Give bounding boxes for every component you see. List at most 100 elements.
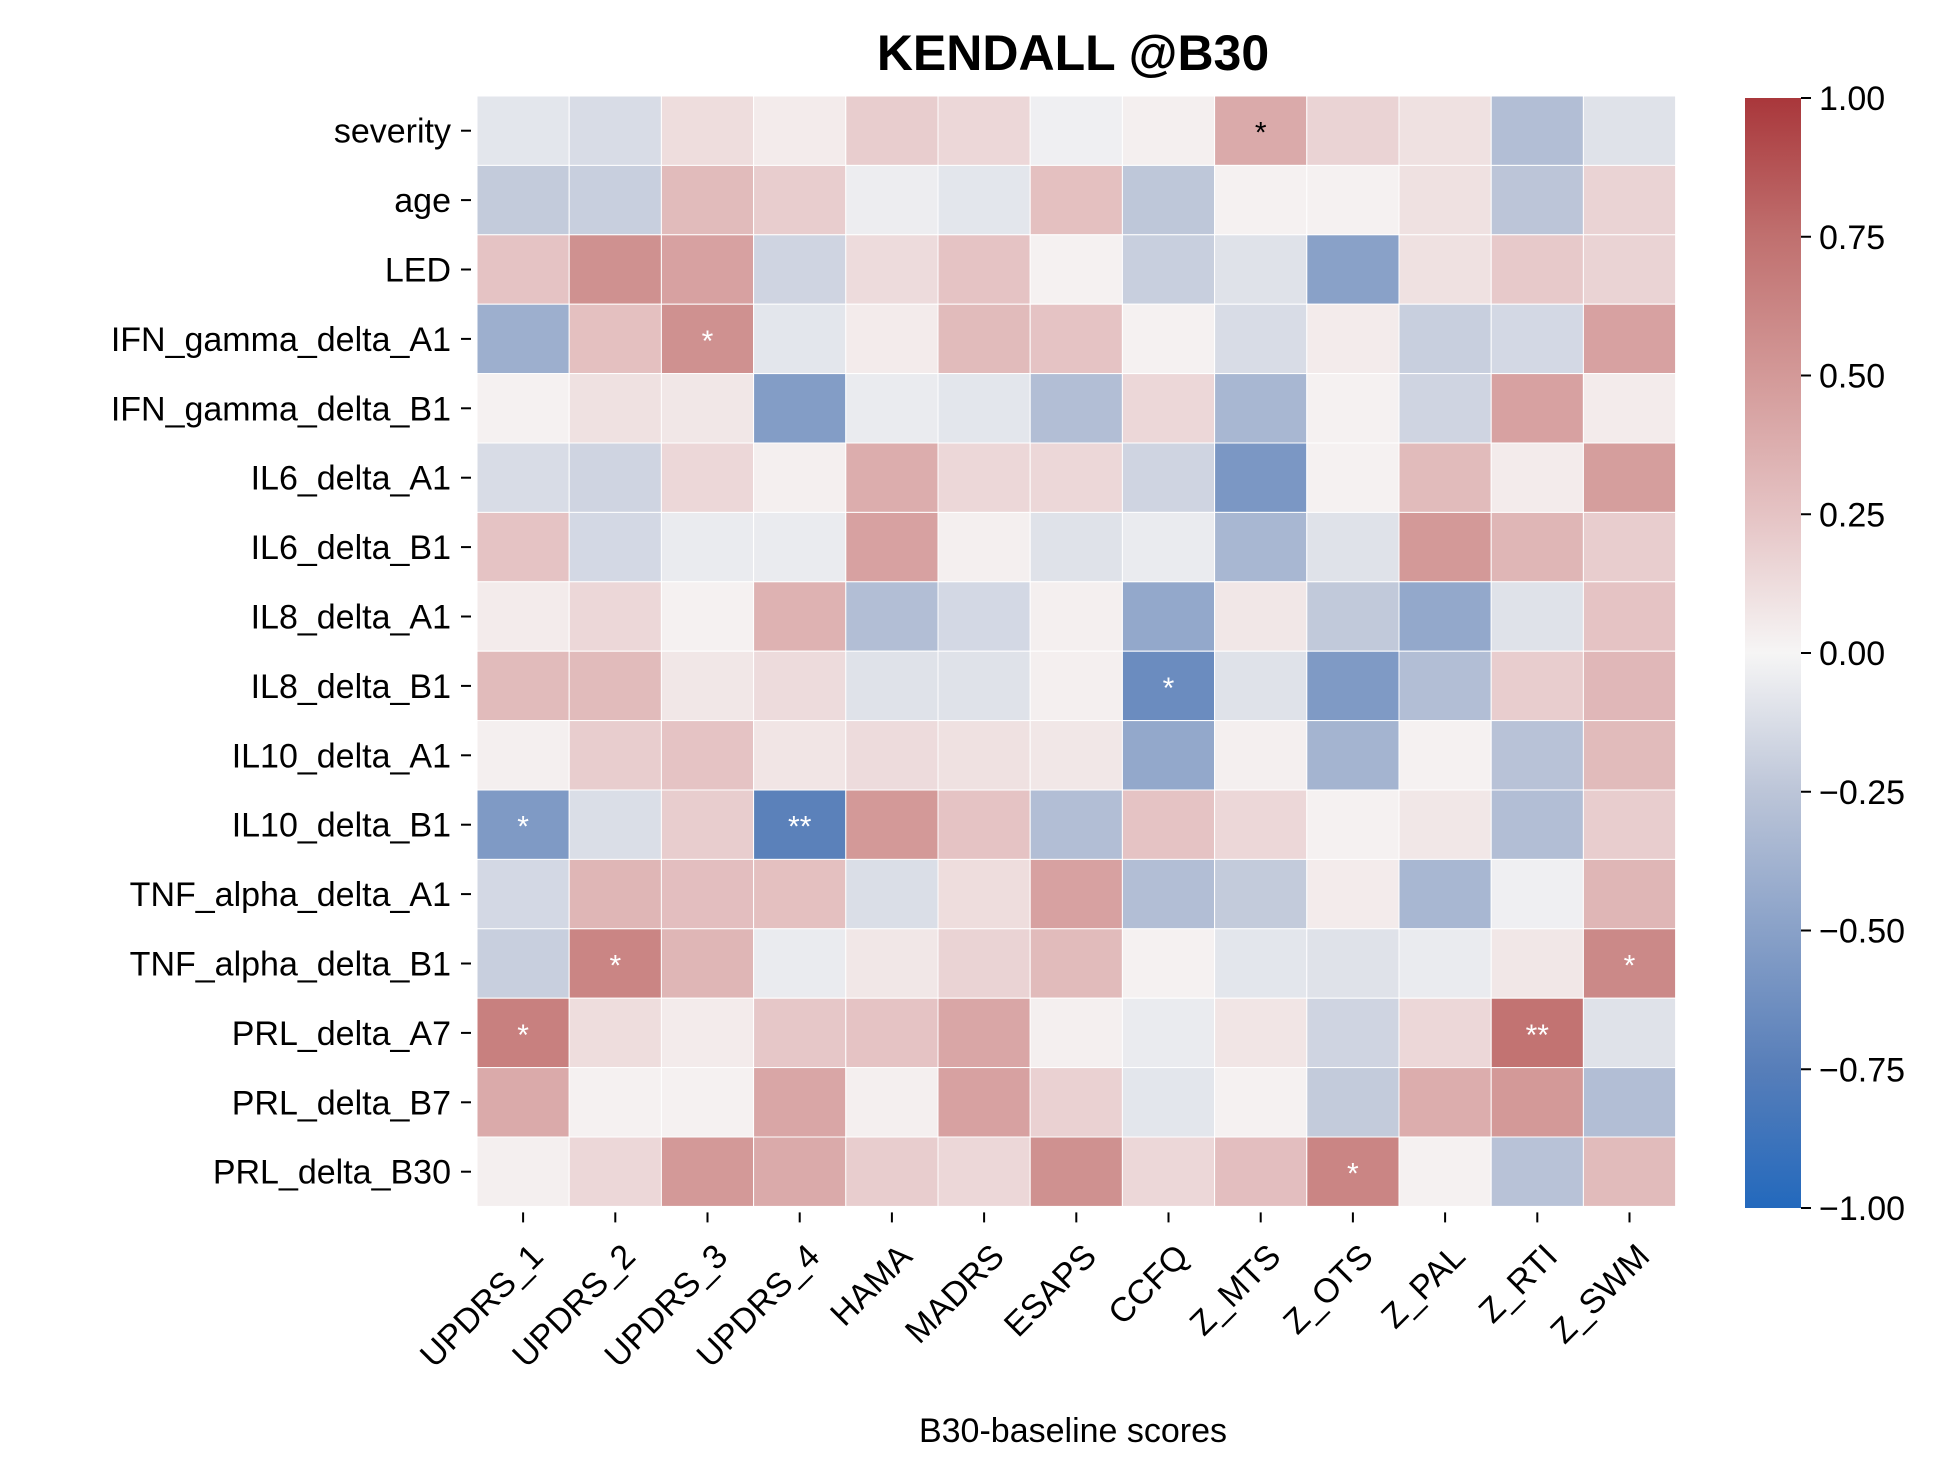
heatmap-cell [660,858,755,930]
heatmap-cell [476,95,570,166]
y-tick-label: TNF_alpha_delta_A1 [130,876,451,914]
heatmap-cell [845,650,939,722]
heatmap-cell [1121,234,1216,305]
heatmap-cell [1029,789,1123,860]
heatmap-cell [1490,581,1584,652]
heatmap-cell [1029,1136,1123,1207]
heatmap-cell [1398,164,1492,236]
heatmap-cell [1029,858,1123,930]
heatmap-cell [1214,650,1308,722]
heatmap-cell [937,95,1031,166]
heatmap-cell [1121,303,1216,375]
heatmap-cell [1490,858,1584,930]
heatmap-cell [937,1067,1031,1138]
heatmap-cell [660,720,755,791]
heatmap-cell [660,442,755,513]
heatmap-cell [1214,95,1308,166]
heatmap-cell [660,234,755,305]
heatmap-cell [753,95,847,166]
heatmap-cell [568,650,662,722]
heatmap-cell [476,581,570,652]
heatmap-cell [845,720,939,791]
y-tick-label: PRL_delta_B7 [232,1084,451,1122]
heatmap-cell [1121,373,1216,444]
heatmap-cell [845,581,939,652]
heatmap-cell [476,928,570,999]
heatmap-cell [1121,720,1216,791]
heatmap-cell [476,164,570,236]
colorbar-tick-label: 0.50 [1819,358,1885,396]
x-tick-label: ESAPS [997,1237,1104,1344]
heatmap-cell [1306,95,1400,166]
heatmap-cell [1121,581,1216,652]
heatmap-cell [753,442,847,513]
heatmap-cell [568,858,662,930]
heatmap-cell [1029,373,1123,444]
heatmap-cell [1306,164,1400,236]
heatmap-cell [660,581,755,652]
heatmap-cell [1029,442,1123,513]
heatmap-cell [1306,997,1400,1069]
y-tick-label: LED [385,252,451,290]
y-tick-label: IL10_delta_B1 [232,807,451,845]
heatmap-cell [1490,164,1584,236]
heatmap-cell [1029,303,1123,375]
heatmap-cell [1121,1067,1216,1138]
y-tick-label: PRL_delta_A7 [232,1015,451,1053]
heatmap-cell [1306,442,1400,513]
heatmap-cell [1398,581,1492,652]
x-tick-label: Z_SWM [1543,1237,1657,1351]
heatmap-cell [476,373,570,444]
heatmap-cell [753,928,847,999]
heatmap-cell [476,1067,570,1138]
heatmap-cell [1029,650,1123,722]
heatmap-cell [1029,234,1123,305]
heatmap-cell [476,650,570,722]
heatmap-cell [753,720,847,791]
heatmap-cell [845,858,939,930]
heatmap-cell [476,511,570,583]
heatmap-cell [660,1067,755,1138]
y-axis-ticks: severity age LED IFN_gamma_delta_A1 IFN_gamm… [111,113,471,1192]
heatmap-cell [568,164,662,236]
heatmap-cell [937,303,1031,375]
heatmap-cell [1490,234,1584,305]
significance-star: * [702,325,714,358]
heatmap-cell [1214,164,1308,236]
heatmap-cell [1306,928,1400,999]
colorbar-tick-label: 0.00 [1819,635,1885,673]
colorbar [1745,98,1801,1208]
heatmap-cell [753,1136,847,1207]
heatmap-cell [845,95,939,166]
heatmap-cell [476,858,570,930]
heatmap-cell [937,442,1031,513]
heatmap-cell [476,1136,570,1207]
y-tick-label: IL8_delta_A1 [251,599,451,637]
heatmap-cell [1398,373,1492,444]
heatmap-cell [937,581,1031,652]
heatmap-cell [1121,858,1216,930]
heatmap-cell [660,928,755,999]
heatmap-cell [1582,581,1677,652]
y-tick-label: age [394,182,451,220]
heatmap-cell [568,928,662,999]
heatmap-cell [1490,511,1584,583]
heatmap-cell [1398,858,1492,930]
heatmap-cell [660,1136,755,1207]
heatmap-cell [660,164,755,236]
heatmap-cell [1398,720,1492,791]
heatmap-cell [1306,303,1400,375]
heatmap-cell [1214,1067,1308,1138]
heatmap-cell [660,789,755,860]
y-tick-label: IL10_delta_A1 [232,737,451,775]
heatmap-cell [1398,511,1492,583]
heatmap-cell [1582,95,1677,166]
heatmap-cell [937,928,1031,999]
heatmap-cell [1398,1136,1492,1207]
heatmap-cell [568,720,662,791]
y-tick-label: IFN_gamma_delta_B1 [111,390,451,428]
heatmap-cell [937,650,1031,722]
heatmap-cell [1490,1136,1584,1207]
significance-star: * [517,1019,529,1052]
